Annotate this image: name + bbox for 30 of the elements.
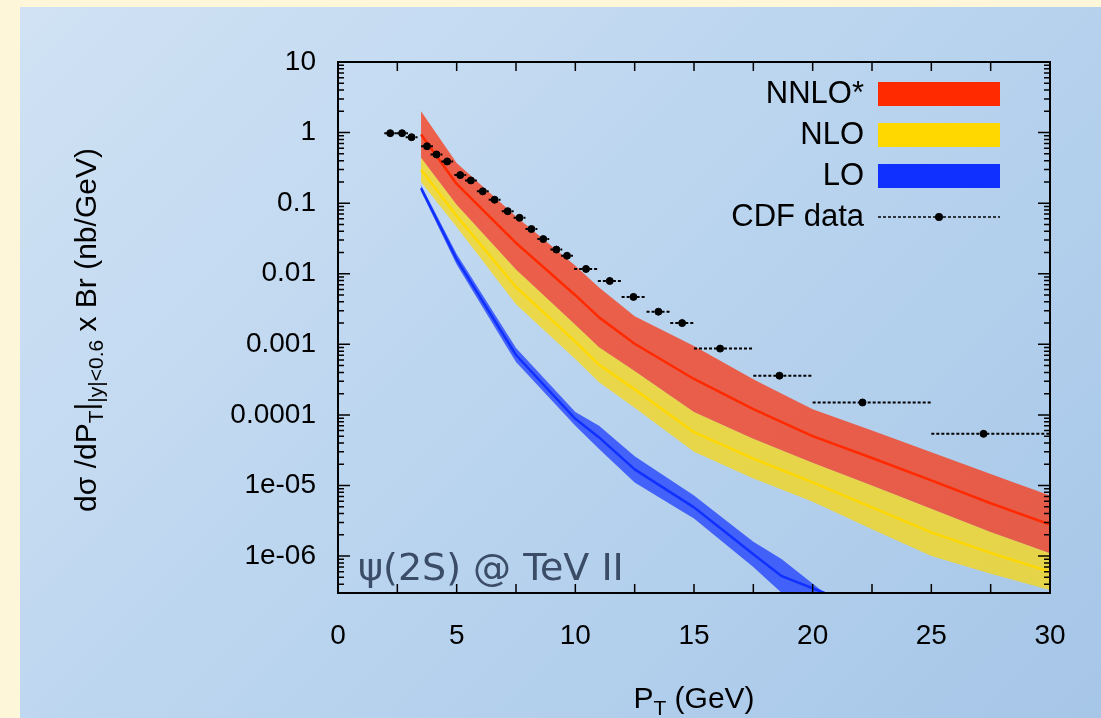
y-tick-label: 10 <box>284 44 316 76</box>
y-tick-label: 0.01 <box>261 256 316 288</box>
x-tick-label: 5 <box>448 618 465 650</box>
x-tick-label: 20 <box>797 618 829 650</box>
point <box>654 307 663 316</box>
point <box>775 371 784 380</box>
y-tick-label: 1 <box>300 115 316 147</box>
legend-label: NLO <box>800 115 864 151</box>
x-tick-label: 15 <box>678 618 710 650</box>
y-tick-label: 1e-05 <box>244 468 316 500</box>
point <box>716 344 725 353</box>
legend-label: NNLO* <box>765 74 864 110</box>
point <box>582 264 591 273</box>
point <box>678 319 687 328</box>
y-tick-label: 0.1 <box>277 185 316 217</box>
point <box>605 276 614 285</box>
y-tick-label: 1e-06 <box>244 538 316 570</box>
x-tick-label: 25 <box>915 618 947 650</box>
point <box>858 398 867 407</box>
point <box>979 429 988 438</box>
x-axis-title: P$_{T}$ (GeV) <box>633 680 755 718</box>
x-tick-label: 0 <box>330 618 346 650</box>
legend-label: CDF data <box>731 197 865 233</box>
x-tick-label: 30 <box>1034 618 1066 650</box>
y-tick-label: 0.001 <box>245 327 316 359</box>
point <box>629 292 638 301</box>
legend-label: LO <box>822 156 864 192</box>
y-tick-label: 0.0001 <box>230 397 316 429</box>
annotation: ψ(2S) @ TeV II <box>358 545 624 589</box>
x-tick-label: 10 <box>559 618 591 650</box>
